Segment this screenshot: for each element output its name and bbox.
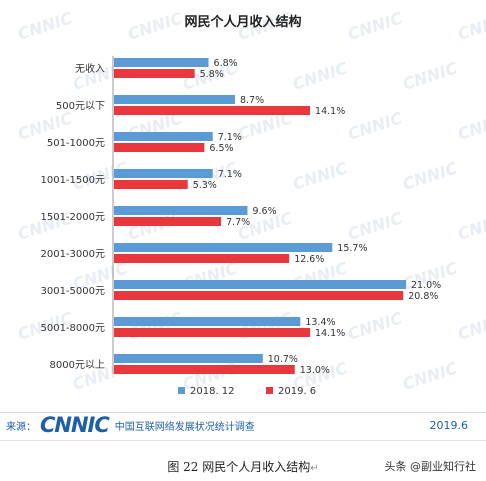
- bar-value-label: 8.7%: [240, 95, 264, 106]
- bar-2019: [114, 328, 311, 337]
- watermark-text: CNNIC: [290, 58, 350, 94]
- cnnic-logo: CNNIC: [40, 413, 110, 437]
- income-chart: CNNIC CNNIC CNNIC CNNIC CNNIC CNNIC CNNIC CNNIC…: [15, 8, 486, 397]
- legend-label: 2019. 6: [278, 386, 316, 397]
- bar-2019: [114, 217, 222, 226]
- bar-value-label: 21.0%: [411, 280, 441, 291]
- watermark-text: CNNIC: [455, 308, 486, 344]
- watermark-text: CNNIC: [400, 158, 460, 194]
- source-line: 来源： CNNIC 中国互联网络发展状况统计调查: [6, 413, 255, 437]
- paragraph-mark: ↵: [310, 463, 319, 474]
- watermark-text: CNNIC: [455, 8, 486, 44]
- bar-2019: [114, 365, 295, 374]
- bar-value-label: 14.1%: [315, 328, 345, 339]
- category-label: 3001-5000元: [40, 286, 105, 297]
- toutiao-watermark: 头条 @副业知行社: [385, 458, 477, 474]
- category-label: 2001-3000元: [40, 249, 105, 260]
- watermark-text: CNNIC: [345, 308, 405, 344]
- legend-swatch: [178, 387, 185, 394]
- watermark-text: CNNIC: [345, 8, 405, 44]
- bar-2019: [114, 143, 205, 152]
- bar-2019: [114, 69, 195, 78]
- watermark-text: CNNIC: [15, 8, 75, 44]
- chart-title: 网民个人月收入结构: [184, 14, 301, 30]
- watermark-text: CNNIC: [455, 108, 486, 144]
- bar-value-label: 20.8%: [408, 291, 438, 302]
- bar-value-label: 15.7%: [337, 243, 367, 254]
- watermark-text: CNNIC: [290, 158, 350, 194]
- bar-2018: [114, 58, 209, 67]
- legend-label: 2018. 12: [190, 386, 235, 397]
- bar-value-label: 13.0%: [300, 365, 330, 376]
- bar-2019: [114, 180, 188, 189]
- watermark-text: CNNIC: [345, 108, 405, 144]
- category-labels: 无收入 500元以下 501-1000元 1001-1500元 1501-2000元 20…: [40, 62, 105, 371]
- bar-value-label: 5.3%: [193, 180, 217, 191]
- watermark-text: CNNIC: [345, 208, 405, 244]
- watermark-text: CNNIC: [125, 8, 185, 44]
- bar-2018: [114, 95, 235, 104]
- bar-value-label: 6.8%: [214, 58, 238, 69]
- category-label: 1001-1500元: [40, 175, 105, 186]
- bar-2018: [114, 169, 213, 178]
- watermark-text: CNNIC: [235, 308, 295, 344]
- bar-value-label: 14.1%: [315, 106, 345, 117]
- legend: 2018. 12 2019. 6: [178, 386, 316, 397]
- report-date: 2019.6: [429, 419, 469, 432]
- category-label: 501-1000元: [47, 138, 105, 149]
- watermark-text: CNNIC: [400, 358, 460, 394]
- bar-value-label: 6.5%: [209, 143, 233, 154]
- category-label: 1501-2000元: [40, 212, 105, 223]
- bar-2019: [114, 291, 404, 300]
- bar-2018: [114, 317, 301, 326]
- source-organization: 中国互联网络发展状况统计调查: [114, 421, 255, 433]
- toutiao-account-name: 头条 @副业知行社: [384, 460, 477, 473]
- bar-2018: [114, 280, 406, 289]
- bar-2018: [114, 132, 213, 141]
- watermark-text: CNNIC: [400, 58, 460, 94]
- watermark-text: CNNIC: [455, 208, 486, 244]
- bar-value-label: 12.6%: [294, 254, 324, 265]
- figure-caption: 图 22 网民个人月收入结构↵: [0, 458, 486, 475]
- caption-divider: [0, 440, 486, 441]
- footer-divider: [0, 412, 486, 413]
- bar-value-label: 7.1%: [218, 169, 242, 180]
- bar-value-label: 7.1%: [218, 132, 242, 143]
- bar-2018: [114, 206, 248, 215]
- source-label: 来源：: [6, 421, 36, 433]
- watermark-text: CNNIC: [125, 308, 185, 344]
- bar-value-label: 10.7%: [268, 354, 298, 365]
- category-label: 无收入: [75, 62, 105, 75]
- category-label: 8000元以上: [50, 359, 105, 371]
- bar-value-label: 13.4%: [305, 317, 335, 328]
- bar-2019: [114, 106, 311, 115]
- bar-value-label: 9.6%: [252, 206, 276, 217]
- bar-2018: [114, 243, 333, 252]
- bars: [114, 58, 406, 374]
- bar-value-label: 5.8%: [200, 69, 224, 80]
- bar-2019: [114, 254, 290, 263]
- bar-2018: [114, 354, 263, 363]
- category-label: 5001-8000元: [40, 323, 105, 334]
- caption-text: 图 22 网民个人月收入结构: [167, 460, 311, 474]
- legend-swatch: [266, 387, 273, 394]
- category-label: 500元以下: [56, 101, 105, 112]
- bar-value-labels: 6.8%5.8%8.7%14.1%7.1%6.5%7.1%5.3%9.6%7.7…: [193, 58, 441, 376]
- bar-value-label: 7.7%: [226, 217, 250, 228]
